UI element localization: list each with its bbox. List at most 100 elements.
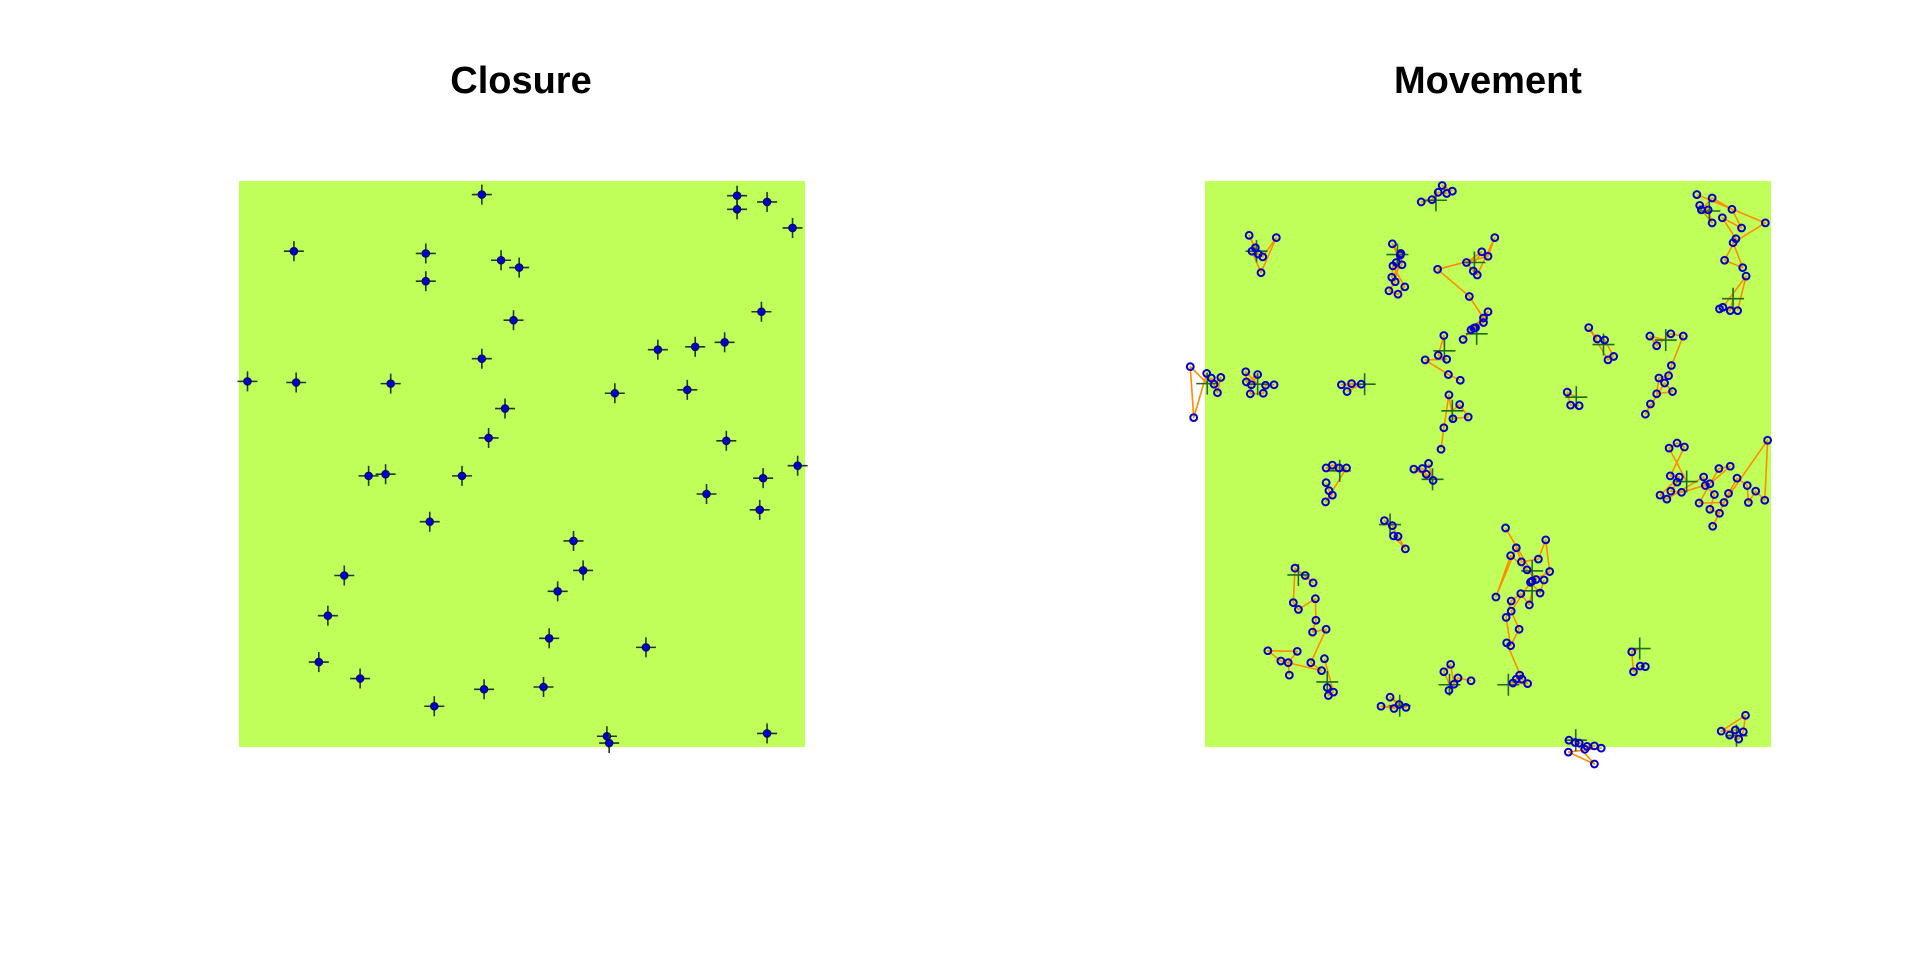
closure-point-marker (496, 255, 506, 265)
closure-point (716, 430, 737, 451)
closure-point-marker (291, 378, 301, 387)
closure-point-marker (364, 471, 373, 481)
movement-detection (1393, 532, 1403, 541)
closure-point (547, 581, 568, 602)
closure-point-marker (479, 684, 489, 694)
closure-point-marker (386, 379, 395, 388)
movement-detection (1705, 479, 1715, 489)
movement-detection (1720, 255, 1729, 265)
movement-detection (1269, 380, 1279, 390)
closure-point-marker (544, 634, 554, 643)
movement-detection (1506, 641, 1516, 651)
closure-point (749, 499, 770, 520)
movement-detection (1730, 725, 1740, 735)
movement-detection (1677, 487, 1686, 497)
movement-detection (1439, 331, 1449, 340)
movement-detection (1244, 230, 1254, 240)
movement-detection (1666, 486, 1676, 496)
movement-detection (1725, 461, 1735, 471)
movement-detection (1477, 247, 1487, 257)
panel-movement: Movement (1185, 60, 1773, 769)
movement-detection (1391, 258, 1401, 267)
movement-detection (1715, 508, 1724, 518)
closure-point (782, 217, 803, 238)
closure-point-marker (762, 729, 772, 738)
closure-point-marker (722, 436, 731, 446)
closure-point (471, 348, 492, 369)
closure-point-marker (289, 246, 299, 256)
movement-detection (1322, 683, 1332, 692)
movement-detection (1389, 531, 1398, 541)
movement-detection (1666, 329, 1676, 339)
movement-detection (1743, 498, 1753, 507)
movement-detection (1640, 662, 1650, 672)
movement-detection (1256, 268, 1266, 278)
movement-detection (1737, 223, 1746, 233)
movement-detection (1732, 473, 1742, 483)
closure-point-marker (653, 345, 663, 354)
movement-detection (1189, 413, 1199, 422)
movement-detection (1741, 271, 1751, 281)
closure-point-marker (690, 342, 700, 352)
closure-point (753, 468, 774, 489)
points-closure (237, 184, 808, 754)
movement-detection (1714, 464, 1724, 473)
movement-detection (1665, 471, 1675, 481)
movement-detection (1506, 596, 1516, 606)
closure-point-marker (421, 276, 431, 286)
movement-detection (1202, 369, 1212, 378)
movement-detection (1668, 387, 1677, 396)
movement-detection (1514, 624, 1524, 634)
closure-point-marker (477, 190, 487, 199)
movement-detection (1442, 354, 1452, 364)
closure-point-marker (539, 682, 548, 692)
movement-detection (1664, 371, 1673, 381)
movement-detection (1563, 747, 1573, 757)
closure-point-marker (425, 517, 435, 527)
closure-point-marker (578, 566, 588, 575)
movement-detection (1574, 401, 1584, 411)
movement-detection (1533, 554, 1543, 564)
movement-detection (1401, 702, 1411, 712)
home-range-center (1654, 329, 1677, 352)
movement-detection (1738, 727, 1748, 737)
movement-detection (1444, 390, 1454, 400)
movement-detection (1416, 197, 1426, 207)
movement-detection (1376, 701, 1386, 711)
movement-detection (1290, 563, 1300, 573)
movement-detection (1321, 478, 1331, 488)
closure-point-marker (757, 307, 766, 317)
closure-point (727, 199, 748, 220)
movement-detection (1664, 443, 1674, 453)
closure-point (647, 339, 668, 360)
movement-detection (1627, 647, 1637, 657)
closure-point (317, 605, 338, 626)
closure-point (350, 668, 371, 689)
movement-detection (1356, 379, 1366, 389)
movement-detection (1466, 325, 1476, 335)
chart-title-movement: Movement (1394, 60, 1582, 102)
movement-detection (1696, 205, 1706, 215)
movement-track (1420, 184, 1453, 203)
movement-detection (1213, 388, 1222, 398)
closure-point-marker (793, 461, 802, 470)
movement-detection (1258, 388, 1268, 398)
movement-detection (1387, 239, 1397, 249)
movement-detection (1666, 361, 1676, 370)
movement-detection (1719, 498, 1729, 507)
panel-closure: Closure (237, 60, 808, 754)
movement-detection (1763, 435, 1773, 445)
movement-detection (1424, 459, 1433, 468)
closure-point-marker (243, 377, 252, 386)
movement-detection (1635, 661, 1645, 671)
closure-point (478, 427, 499, 448)
movement-detection (1707, 193, 1717, 203)
movement-detection (1596, 743, 1606, 753)
movement-detection (1707, 218, 1717, 228)
movement-detection (1541, 535, 1551, 545)
movement-detection (1437, 181, 1447, 190)
movement-detection (1433, 187, 1443, 197)
movement-detection (1253, 370, 1263, 379)
movement-detection (1306, 658, 1316, 668)
